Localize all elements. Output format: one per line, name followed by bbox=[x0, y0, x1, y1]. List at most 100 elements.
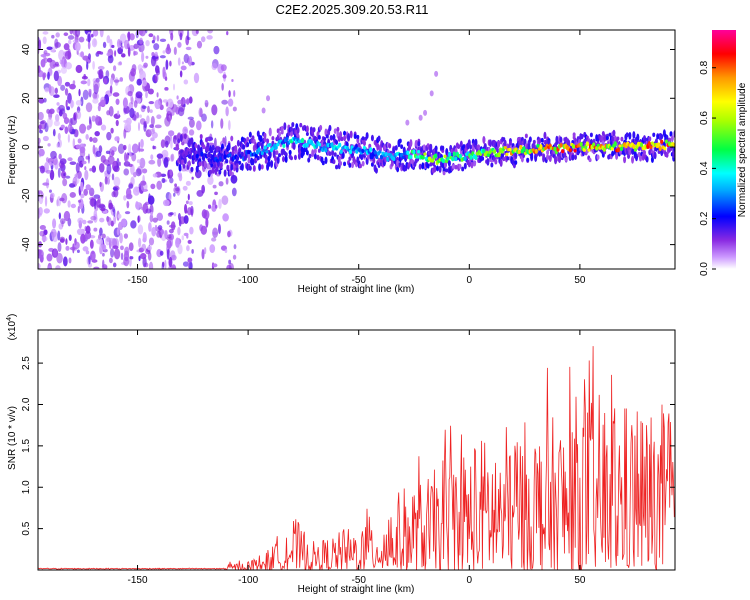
band-halo bbox=[526, 157, 530, 163]
band-core bbox=[610, 147, 614, 151]
band-halo bbox=[284, 152, 288, 157]
noise-speckle bbox=[185, 200, 189, 205]
noise-speckle bbox=[114, 50, 117, 57]
noise-speckle bbox=[227, 98, 234, 107]
noise-speckle bbox=[111, 44, 115, 48]
noise-speckle bbox=[88, 53, 91, 60]
noise-speckle bbox=[164, 259, 167, 269]
noise-speckle bbox=[88, 116, 91, 125]
band-halo bbox=[335, 139, 339, 145]
noise-speckle bbox=[97, 196, 101, 204]
band-halo bbox=[289, 156, 293, 161]
band-halo bbox=[280, 125, 284, 134]
band-halo bbox=[183, 156, 187, 165]
band-halo bbox=[190, 137, 194, 145]
noise-speckle bbox=[48, 189, 52, 193]
band-halo bbox=[316, 154, 320, 161]
band-core bbox=[314, 144, 319, 149]
band-halo bbox=[433, 166, 437, 173]
band-core bbox=[452, 151, 456, 157]
band-core bbox=[434, 153, 438, 159]
band-core bbox=[595, 146, 599, 151]
noise-speckle bbox=[67, 157, 73, 162]
noise-speckle bbox=[87, 220, 94, 224]
band-halo bbox=[263, 132, 267, 138]
band-core bbox=[353, 146, 357, 150]
band-core bbox=[421, 155, 425, 160]
noise-speckle bbox=[127, 90, 133, 97]
noise-speckle bbox=[220, 118, 224, 129]
band-halo bbox=[620, 136, 624, 142]
band-halo bbox=[422, 144, 426, 151]
noise-speckle bbox=[112, 245, 119, 250]
noise-speckle bbox=[102, 252, 105, 257]
noise-speckle bbox=[168, 130, 175, 137]
noise-speckle bbox=[205, 217, 209, 228]
noise-speckle bbox=[124, 246, 130, 256]
noise-speckle bbox=[123, 195, 127, 201]
band-halo bbox=[457, 144, 461, 149]
noise-speckle bbox=[123, 152, 128, 162]
band-core bbox=[254, 153, 258, 158]
x-tick-label: -50 bbox=[351, 575, 366, 586]
snr-x-ticks: -150 -100 -50 0 50 bbox=[128, 330, 586, 586]
band-halo bbox=[230, 135, 234, 142]
band-core bbox=[191, 149, 195, 153]
noise-speckle bbox=[42, 31, 49, 35]
noise-speckle bbox=[92, 137, 98, 143]
noise-speckle bbox=[106, 163, 112, 175]
noise-speckle bbox=[182, 261, 189, 267]
band-halo bbox=[271, 136, 275, 141]
band-halo bbox=[615, 152, 619, 160]
noise-speckle bbox=[67, 35, 75, 40]
band-core bbox=[539, 144, 543, 150]
noise-speckle bbox=[179, 32, 183, 41]
noise-speckle bbox=[47, 265, 52, 269]
band-core bbox=[338, 142, 342, 148]
band-halo bbox=[335, 165, 339, 170]
band-halo bbox=[467, 139, 471, 147]
noise-speckle bbox=[188, 201, 193, 206]
noise-speckle bbox=[77, 199, 82, 203]
band-halo bbox=[313, 148, 317, 155]
noise-speckle bbox=[88, 255, 91, 265]
band-core bbox=[186, 147, 190, 152]
noise-speckle bbox=[42, 73, 46, 81]
band-halo bbox=[573, 154, 577, 160]
band-core bbox=[458, 153, 463, 160]
band-halo bbox=[669, 131, 673, 137]
noise-speckle bbox=[44, 195, 48, 207]
noise-speckle bbox=[81, 160, 87, 165]
band-halo bbox=[631, 155, 635, 164]
noise-speckle bbox=[85, 184, 91, 191]
x-tick-label: -50 bbox=[351, 275, 366, 286]
noise-speckle bbox=[75, 64, 83, 74]
noise-speckle bbox=[184, 210, 188, 214]
band-core bbox=[268, 142, 272, 147]
band-halo bbox=[211, 144, 215, 151]
noise-speckle bbox=[123, 39, 130, 50]
noise-speckle bbox=[181, 235, 185, 241]
noise-speckle bbox=[51, 34, 55, 39]
band-halo bbox=[546, 149, 550, 155]
noise-speckle bbox=[59, 158, 67, 165]
band-halo bbox=[292, 142, 296, 150]
noise-speckle bbox=[164, 76, 168, 81]
noise-speckle bbox=[131, 143, 139, 154]
noise-speckle bbox=[168, 224, 176, 228]
band-halo bbox=[242, 144, 246, 150]
noise-speckle bbox=[180, 168, 188, 172]
noise-speckle bbox=[233, 90, 236, 97]
band-halo bbox=[278, 131, 282, 137]
band-halo bbox=[296, 127, 300, 134]
band-halo bbox=[611, 150, 615, 157]
band-halo bbox=[376, 142, 380, 151]
noise-speckle bbox=[147, 245, 153, 251]
noise-speckle bbox=[87, 153, 91, 164]
noise-speckle bbox=[107, 217, 112, 226]
band-halo bbox=[571, 154, 575, 161]
noise-speckle bbox=[148, 33, 154, 38]
noise-speckle bbox=[212, 184, 217, 189]
snr-series-line bbox=[38, 346, 675, 570]
noise-speckle bbox=[80, 181, 84, 192]
